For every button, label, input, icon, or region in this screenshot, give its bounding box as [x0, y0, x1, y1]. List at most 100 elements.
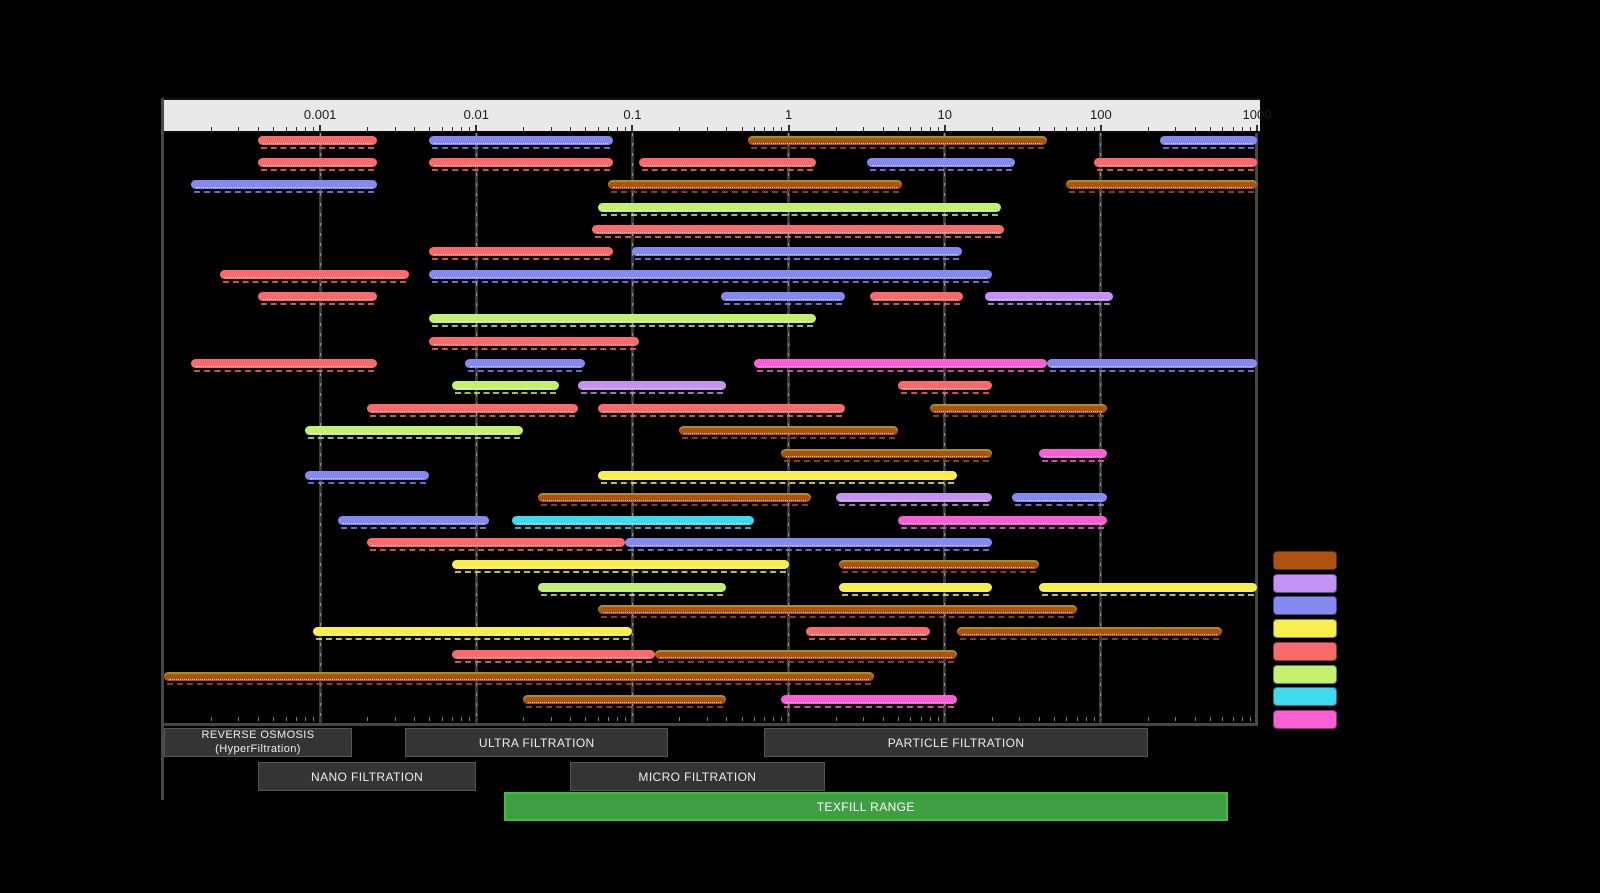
range-bar — [984, 292, 1114, 306]
axis-minor-tick — [585, 127, 587, 131]
axis-tick-label: 0.01 — [463, 107, 489, 122]
grid-line-dashes — [631, 133, 633, 723]
plot-bottom-minor-tick — [211, 717, 212, 721]
process-box-sublabel: (HyperFiltration) — [215, 742, 301, 755]
plot-bottom-minor-tick — [597, 717, 599, 721]
plot-bottom-minor-tick — [1249, 717, 1251, 721]
legend-swatch-yellow — [1273, 619, 1337, 639]
axis-minor-tick — [937, 127, 939, 131]
y-axis-line — [161, 98, 164, 800]
axis-minor-tick — [295, 127, 297, 131]
plot-bottom-minor-tick — [469, 717, 471, 721]
axis-minor-tick — [1053, 127, 1055, 131]
plot-bottom-minor-tick — [295, 717, 297, 721]
plot-bottom-minor-tick — [764, 717, 766, 721]
plot-bottom-minor-tick — [1175, 717, 1177, 721]
range-bar — [1038, 582, 1257, 596]
range-bar — [191, 180, 377, 194]
grid-line — [1099, 133, 1103, 723]
range-bar — [753, 359, 1047, 373]
range-bar — [625, 537, 992, 551]
axis-minor-tick — [1232, 127, 1234, 131]
plot-bottom-minor-tick — [625, 717, 627, 721]
range-bar — [452, 381, 560, 395]
range-bar — [258, 135, 377, 149]
range-bar — [632, 247, 963, 261]
plot-bottom-minor-tick — [452, 717, 454, 721]
plot-bottom-minor-tick — [1241, 717, 1243, 721]
range-bar — [452, 649, 656, 663]
axis-tick-label: 10 — [937, 107, 952, 122]
range-bar — [312, 627, 633, 641]
axis-minor-tick — [897, 127, 899, 131]
axis-minor-tick — [570, 127, 572, 131]
range-bar — [748, 135, 1047, 149]
axis-minor-tick — [305, 127, 306, 131]
axis-tick-label: 0.001 — [303, 107, 337, 122]
plot-bottom-minor-tick — [617, 717, 619, 721]
range-bar — [512, 515, 754, 529]
range-bar — [897, 381, 992, 395]
range-bar — [305, 426, 524, 440]
axis-minor-tick — [469, 127, 471, 131]
range-bar — [638, 157, 817, 171]
axis-minor-tick — [1066, 127, 1068, 131]
plot-bottom-minor-tick — [608, 717, 610, 721]
axis-minor-tick — [523, 127, 525, 131]
plot-bottom-minor-tick — [679, 717, 681, 721]
axis-minor-tick — [679, 127, 681, 131]
axis-minor-tick — [1076, 127, 1078, 131]
range-bar — [429, 157, 613, 171]
axis-minor-tick — [781, 127, 783, 131]
plot-bottom-minor-tick — [585, 717, 587, 721]
axis-minor-tick — [991, 127, 993, 131]
range-bar — [429, 135, 613, 149]
axis-major-tick — [1099, 125, 1102, 131]
range-bar — [191, 359, 377, 373]
plot-bottom-minor-tick — [991, 717, 993, 721]
plot-bottom-minor-tick — [1147, 717, 1149, 721]
process-box-micro-filtration: MICRO FILTRATION — [570, 762, 825, 791]
process-box-label: REVERSE OSMOSIS — [201, 728, 315, 741]
range-bar — [897, 515, 1108, 529]
process-box-reverse-osmosis: REVERSE OSMOSIS (HyperFiltration) — [164, 728, 352, 757]
plot-bottom-minor-tick — [441, 717, 443, 721]
range-bar — [597, 202, 1002, 216]
axis-minor-tick — [1085, 127, 1087, 131]
range-bar — [838, 582, 992, 596]
range-bar — [806, 627, 930, 641]
axis-minor-tick — [238, 127, 240, 131]
axis-minor-tick — [1093, 127, 1095, 131]
plot-bottom-minor-tick — [305, 717, 306, 721]
range-bar — [1160, 135, 1257, 149]
texfill-range-label: TEXFILL RANGE — [816, 799, 915, 814]
range-bar — [781, 694, 958, 708]
process-box-nano-filtration: NANO FILTRATION — [258, 762, 477, 791]
range-bar — [220, 269, 409, 283]
plot-bottom-minor-tick — [1019, 717, 1021, 721]
range-bar — [452, 560, 789, 574]
range-bar — [429, 269, 992, 283]
plot-bottom-minor-tick — [1076, 717, 1078, 721]
plot-bottom-minor-tick — [937, 717, 939, 721]
plot-bottom-minor-tick — [726, 717, 728, 721]
legend-swatch-purple — [1273, 573, 1337, 593]
plot-bottom-minor-tick — [741, 717, 743, 721]
plot-bottom-border — [161, 723, 1258, 726]
axis-minor-tick — [211, 127, 212, 131]
range-bar — [591, 224, 1005, 238]
axis-minor-tick — [394, 127, 396, 131]
axis-minor-tick — [920, 127, 922, 131]
axis-minor-tick — [753, 127, 755, 131]
range-bar — [1038, 448, 1108, 462]
plot-bottom-minor-tick — [1194, 717, 1196, 721]
grid-line-dashes — [944, 133, 946, 723]
plot-bottom-minor-tick — [1222, 717, 1224, 721]
plot-bottom-minor-tick — [414, 717, 416, 721]
range-bar — [429, 336, 639, 350]
axis-minor-tick — [910, 127, 912, 131]
range-bar — [538, 493, 812, 507]
axis-minor-tick — [1147, 127, 1149, 131]
axis-minor-tick — [764, 127, 766, 131]
axis-minor-tick — [441, 127, 443, 131]
